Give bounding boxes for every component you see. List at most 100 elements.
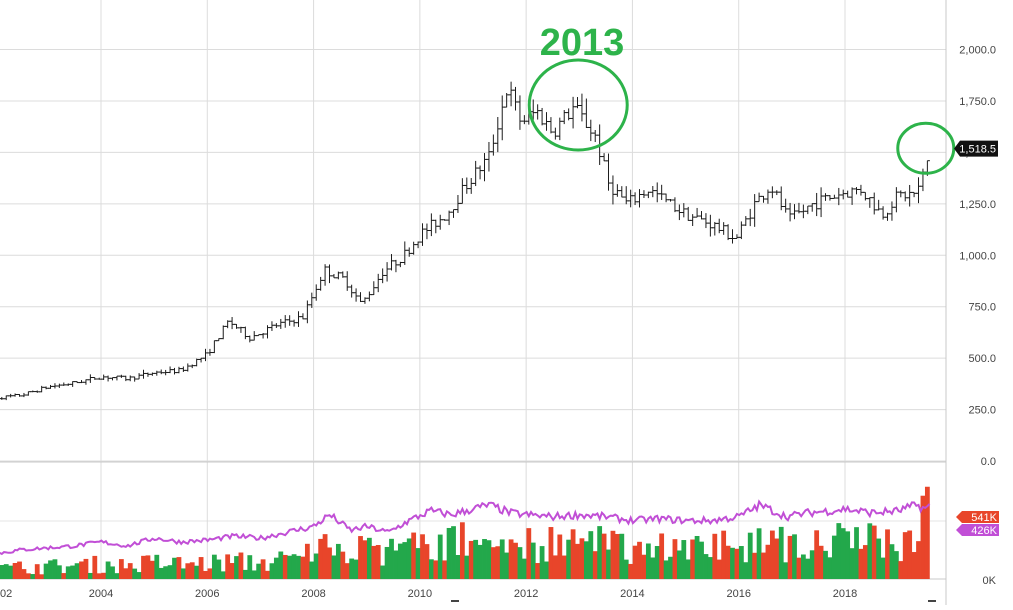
volume-bar bbox=[101, 572, 107, 579]
axes: 2,000.01,750.01,500.01,250.01,000.0750.0… bbox=[0, 45, 999, 602]
volume-bar bbox=[265, 570, 270, 579]
volume-bar bbox=[508, 539, 514, 579]
volume-bar bbox=[628, 563, 634, 579]
volume-badge-label: 426K bbox=[971, 525, 997, 537]
volume-bar bbox=[854, 527, 859, 579]
volume-bar bbox=[12, 562, 18, 579]
volume-bar bbox=[668, 556, 673, 579]
volume-bar bbox=[118, 559, 124, 579]
volume-bar bbox=[56, 565, 62, 579]
volume-bar bbox=[672, 539, 678, 579]
volume-bar bbox=[380, 565, 386, 579]
volume-bar bbox=[0, 565, 5, 579]
price-tick-label: 1,750.0 bbox=[959, 96, 996, 108]
volume-bar bbox=[535, 563, 541, 579]
volume-bar bbox=[756, 528, 762, 579]
volume-bar bbox=[716, 559, 722, 579]
volume-bar bbox=[792, 534, 797, 579]
volume-bar bbox=[712, 533, 718, 579]
volume-bar bbox=[358, 536, 363, 579]
volume-bar bbox=[588, 531, 594, 579]
axis-marker bbox=[928, 600, 936, 602]
volume-bar bbox=[663, 560, 669, 579]
price-tick-label: 500.0 bbox=[968, 353, 996, 365]
year-tick-label: 02 bbox=[0, 588, 12, 600]
volume-bar bbox=[885, 529, 890, 579]
volume-bar bbox=[920, 495, 926, 579]
volume-bar bbox=[189, 562, 195, 579]
volume-bar bbox=[836, 523, 842, 579]
volume-bar bbox=[765, 544, 771, 579]
volume-bar bbox=[796, 557, 802, 579]
volume-bar bbox=[681, 540, 687, 579]
price-tick-label: 750.0 bbox=[968, 302, 996, 314]
volume-bar bbox=[592, 551, 598, 579]
volume-bar bbox=[809, 550, 815, 579]
volume-bar bbox=[486, 540, 492, 579]
annotations: 2013 bbox=[527, 22, 956, 175]
volume-bar bbox=[172, 557, 177, 579]
annotation-circle-latest bbox=[896, 121, 956, 175]
volume-bar bbox=[721, 530, 727, 579]
volume-bar bbox=[105, 561, 111, 579]
volume-bar bbox=[132, 568, 138, 579]
volume-bar bbox=[459, 522, 465, 579]
volume-bar bbox=[517, 547, 523, 579]
volume-bar bbox=[548, 527, 554, 579]
volume-bar bbox=[902, 532, 908, 579]
volume-bar bbox=[96, 573, 102, 579]
volume-bar bbox=[282, 554, 288, 579]
last-price-badge bbox=[954, 140, 998, 157]
volume-bar bbox=[225, 554, 231, 579]
volume-bar bbox=[552, 555, 558, 579]
year-tick-label: 2014 bbox=[620, 588, 644, 600]
volume-bar bbox=[818, 545, 824, 579]
volume-bar bbox=[362, 540, 368, 579]
volume-bar bbox=[831, 535, 837, 579]
volume-bar bbox=[247, 555, 253, 579]
volume-bar bbox=[575, 543, 580, 579]
volume-average-line bbox=[0, 499, 931, 556]
volume-bar bbox=[203, 570, 208, 579]
volume-bar bbox=[296, 555, 301, 579]
volume-bar bbox=[176, 557, 182, 579]
volume-bar bbox=[70, 565, 76, 579]
volume-bar bbox=[583, 541, 589, 579]
volume-bar bbox=[371, 545, 377, 579]
volume-bar bbox=[92, 555, 98, 579]
volume-bar bbox=[114, 573, 120, 579]
volume-badge bbox=[956, 511, 999, 523]
volume-bar bbox=[145, 555, 151, 579]
volume-bar bbox=[25, 573, 31, 579]
volume-bar bbox=[110, 566, 115, 579]
volume-bar bbox=[632, 545, 638, 579]
volume-bar bbox=[738, 546, 744, 579]
volume-bar bbox=[730, 547, 735, 579]
year-tick-label: 2018 bbox=[833, 588, 857, 600]
price-ohlc-series bbox=[0, 81, 930, 401]
volume-bar bbox=[406, 538, 412, 579]
volume-bar bbox=[287, 555, 293, 579]
volume-badge bbox=[956, 524, 999, 536]
volume-bar bbox=[867, 523, 873, 579]
volume-bar bbox=[769, 530, 775, 579]
year-tick-label: 2008 bbox=[301, 588, 325, 600]
volume-badge-label: 541K bbox=[971, 512, 997, 524]
volume-bar bbox=[526, 528, 532, 579]
volume-bar bbox=[229, 563, 235, 579]
volume-bar bbox=[397, 543, 403, 579]
volume-bar bbox=[676, 550, 682, 579]
volume-bar bbox=[278, 551, 284, 579]
volume-bar bbox=[805, 558, 811, 579]
volume-bar bbox=[840, 528, 846, 579]
volume-bar bbox=[424, 544, 430, 579]
volume-bar bbox=[21, 569, 27, 579]
volume-bar bbox=[623, 559, 629, 579]
volume-bar bbox=[8, 565, 14, 579]
volume-bar bbox=[415, 548, 421, 579]
volume-bar bbox=[619, 533, 625, 579]
volume-bar bbox=[353, 559, 359, 579]
year-tick-label: 2004 bbox=[89, 588, 113, 600]
volume-bar bbox=[637, 541, 642, 579]
volume-bar bbox=[238, 552, 244, 579]
